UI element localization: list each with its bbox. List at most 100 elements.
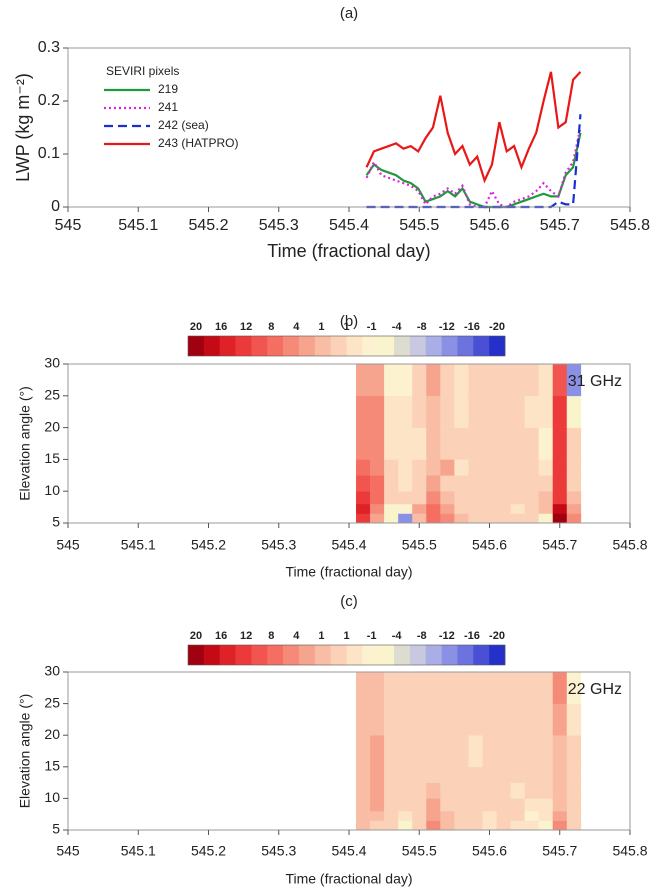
heat-cell [510,782,525,799]
heat-cell [566,395,582,428]
heat-cell [412,703,427,736]
colorbar-cell [346,336,363,356]
heat-cell [468,491,483,505]
colorbar-tick-label: -4 [392,321,403,333]
x-axis-label: Time (fractional day) [267,241,430,261]
heat-cell [482,503,497,514]
heat-cell [356,766,371,783]
y-tick-label: 10 [44,482,60,498]
heat-cell [370,459,385,476]
heat-cell [538,782,554,799]
x-tick-label: 545.8 [612,537,647,553]
x-tick-label: 545.4 [331,843,366,859]
heat-cell [524,364,539,397]
heat-cell [566,364,582,397]
colorbar-tick-label: 4 [293,321,300,333]
legend-label: 219 [158,82,178,96]
x-tick-label: 545.3 [261,537,296,553]
heat-cell [496,735,511,768]
x-tick-label: 545.7 [542,843,577,859]
heat-cell [468,475,483,492]
heat-cell [566,820,582,831]
heat-cell [356,820,371,831]
heat-cell [552,491,568,505]
heat-cell [496,427,511,460]
heat-cell [482,703,497,736]
heat-cell [440,364,455,397]
heat-cell [398,820,413,831]
heat-cell [454,782,469,799]
heat-cell [510,513,525,524]
colorbar-cell [219,336,236,356]
heat-cell [468,513,483,524]
heat-cell [566,503,582,514]
colorbar-cell [330,645,347,665]
colorbar-cell [441,645,458,665]
heat-cell [510,672,525,704]
heat-cell [426,672,441,704]
colorbar-tick-label: -12 [439,321,455,333]
heat-cell [524,513,539,524]
heat-cell [384,703,399,736]
heat-cell [552,820,568,831]
heat-cell [454,513,469,524]
colorbar-cell [188,336,205,356]
heat-cell [552,459,568,476]
heat-cell [482,427,497,460]
colorbar-cell [362,336,379,356]
heat-cell [370,782,385,799]
heat-cell [496,703,511,736]
x-tick-label: 545.3 [259,217,299,234]
heat-cell [510,475,525,492]
heat-cell [370,820,385,831]
heat-cell [566,513,582,524]
colorbar-tick-label: -1 [367,630,377,642]
heat-cell [510,395,525,428]
y-tick-label: 5 [52,821,60,837]
heat-cell [412,491,427,505]
heat-cell [426,782,441,799]
heat-cell [426,475,441,492]
heat-cell [412,395,427,428]
colorbar-frame [187,335,506,357]
x-tick-label: 545.1 [118,217,158,234]
heat-cell [370,811,385,821]
heat-cell [552,475,568,492]
series-line [365,132,582,209]
heat-cell [384,735,399,768]
plot-area [356,364,582,524]
heat-cell [482,459,497,476]
y-tick-label: 0.1 [38,145,60,162]
colorbar-cell [330,336,347,356]
heat-cell [398,766,413,783]
heat-cell [384,427,399,460]
heat-cell [356,459,371,476]
heat-cell [398,427,413,460]
heat-cell [552,672,568,704]
x-tick-label: 545.2 [191,537,226,553]
colorbar-cell [314,645,331,665]
heat-cell [566,703,582,736]
x-tick-label: 545.5 [402,843,437,859]
heat-cell [412,820,427,831]
colorbar-cell [457,645,474,665]
heat-cell [524,735,539,768]
heat-cell [552,503,568,514]
colorbar-tick-label: 16 [215,630,227,642]
heat-cell [426,364,441,397]
heat-cell [454,735,469,768]
heat-cell [538,766,554,783]
heat-cell [356,491,371,505]
heat-cell [538,364,554,397]
heat-cell [412,811,427,821]
heat-cell [454,395,469,428]
x-tick-label: 545 [56,537,80,553]
heat-cell [356,513,371,524]
heat-cell [510,703,525,736]
x-tick-label: 545.5 [399,217,439,234]
heat-cell [538,475,554,492]
heat-cell [398,672,413,704]
y-tick-label: 30 [44,355,60,371]
heat-cell [398,503,413,514]
